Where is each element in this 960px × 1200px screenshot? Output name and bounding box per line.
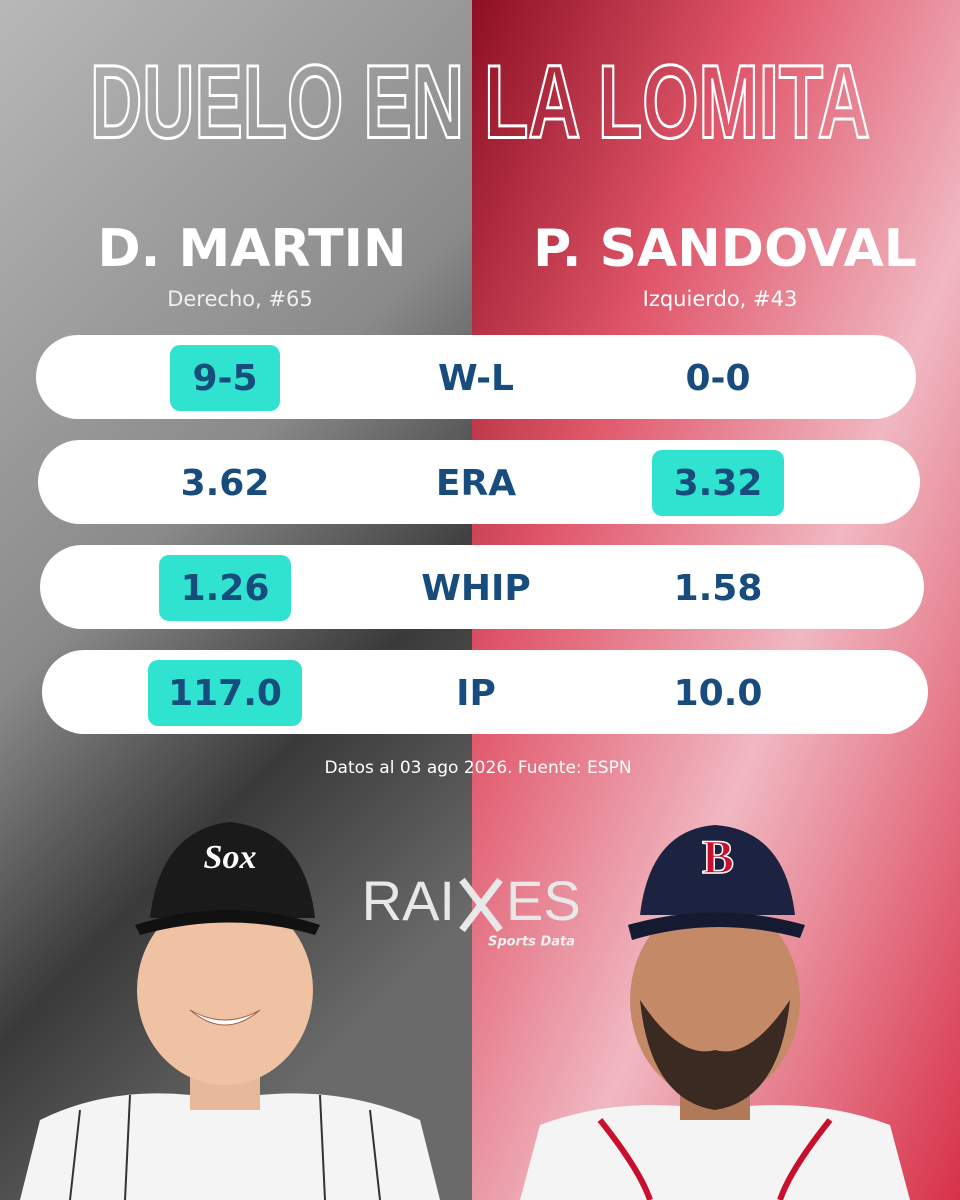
brand-logo: RAI ES Sports Data: [362, 869, 581, 950]
highlight-box: [170, 345, 280, 411]
highlight-box: [159, 555, 291, 621]
stat-label: ERA: [436, 463, 516, 504]
stat-label: IP: [456, 673, 496, 714]
cap-logo: Sox: [204, 839, 257, 876]
note: Datos al 03 ago 2026. Fuente: ESPN: [324, 758, 631, 778]
player-detail: Izquierdo, #43: [643, 287, 798, 311]
brand-icon: [459, 877, 503, 933]
cap-logo: B: [702, 831, 734, 884]
stats-table: 9-5 0-0 W-L 3.62 3.32 ERA 1.26 1.58 WHIP 117.0 10.…: [36, 335, 928, 734]
player-photo-left: Sox: [20, 822, 440, 1200]
stat-value: 1.26: [181, 568, 270, 609]
stat-row: 9-5 0-0 W-L: [36, 335, 916, 419]
title: DUELO EN LA LOMITA: [90, 44, 870, 160]
stat-value: 3.62: [181, 463, 270, 504]
stat-row: 117.0 10.0 IP: [42, 650, 928, 734]
player-name: P. SANDOVAL: [533, 219, 917, 279]
stat-value: 9-5: [192, 358, 257, 399]
stat-row: 1.26 1.58 WHIP: [40, 545, 924, 629]
brand-text: RAI: [362, 869, 455, 932]
stat-label: W-L: [438, 358, 514, 399]
highlight-box: [148, 660, 302, 726]
stat-row: 3.62 3.32 ERA: [38, 440, 920, 524]
stat-label: WHIP: [421, 568, 531, 609]
brand-tagline: Sports Data: [488, 935, 575, 950]
stat-value: 3.32: [674, 463, 763, 504]
player-name: D. MARTIN: [97, 219, 406, 279]
player-photo-right: B: [520, 825, 910, 1200]
brand-text: ES: [506, 869, 581, 932]
player-detail: Derecho, #65: [167, 287, 313, 311]
stat-value: 10.0: [674, 673, 763, 714]
stat-value: 0-0: [685, 358, 750, 399]
highlight-box: [652, 450, 784, 516]
stat-value: 117.0: [168, 673, 282, 714]
stat-value: 1.58: [674, 568, 763, 609]
